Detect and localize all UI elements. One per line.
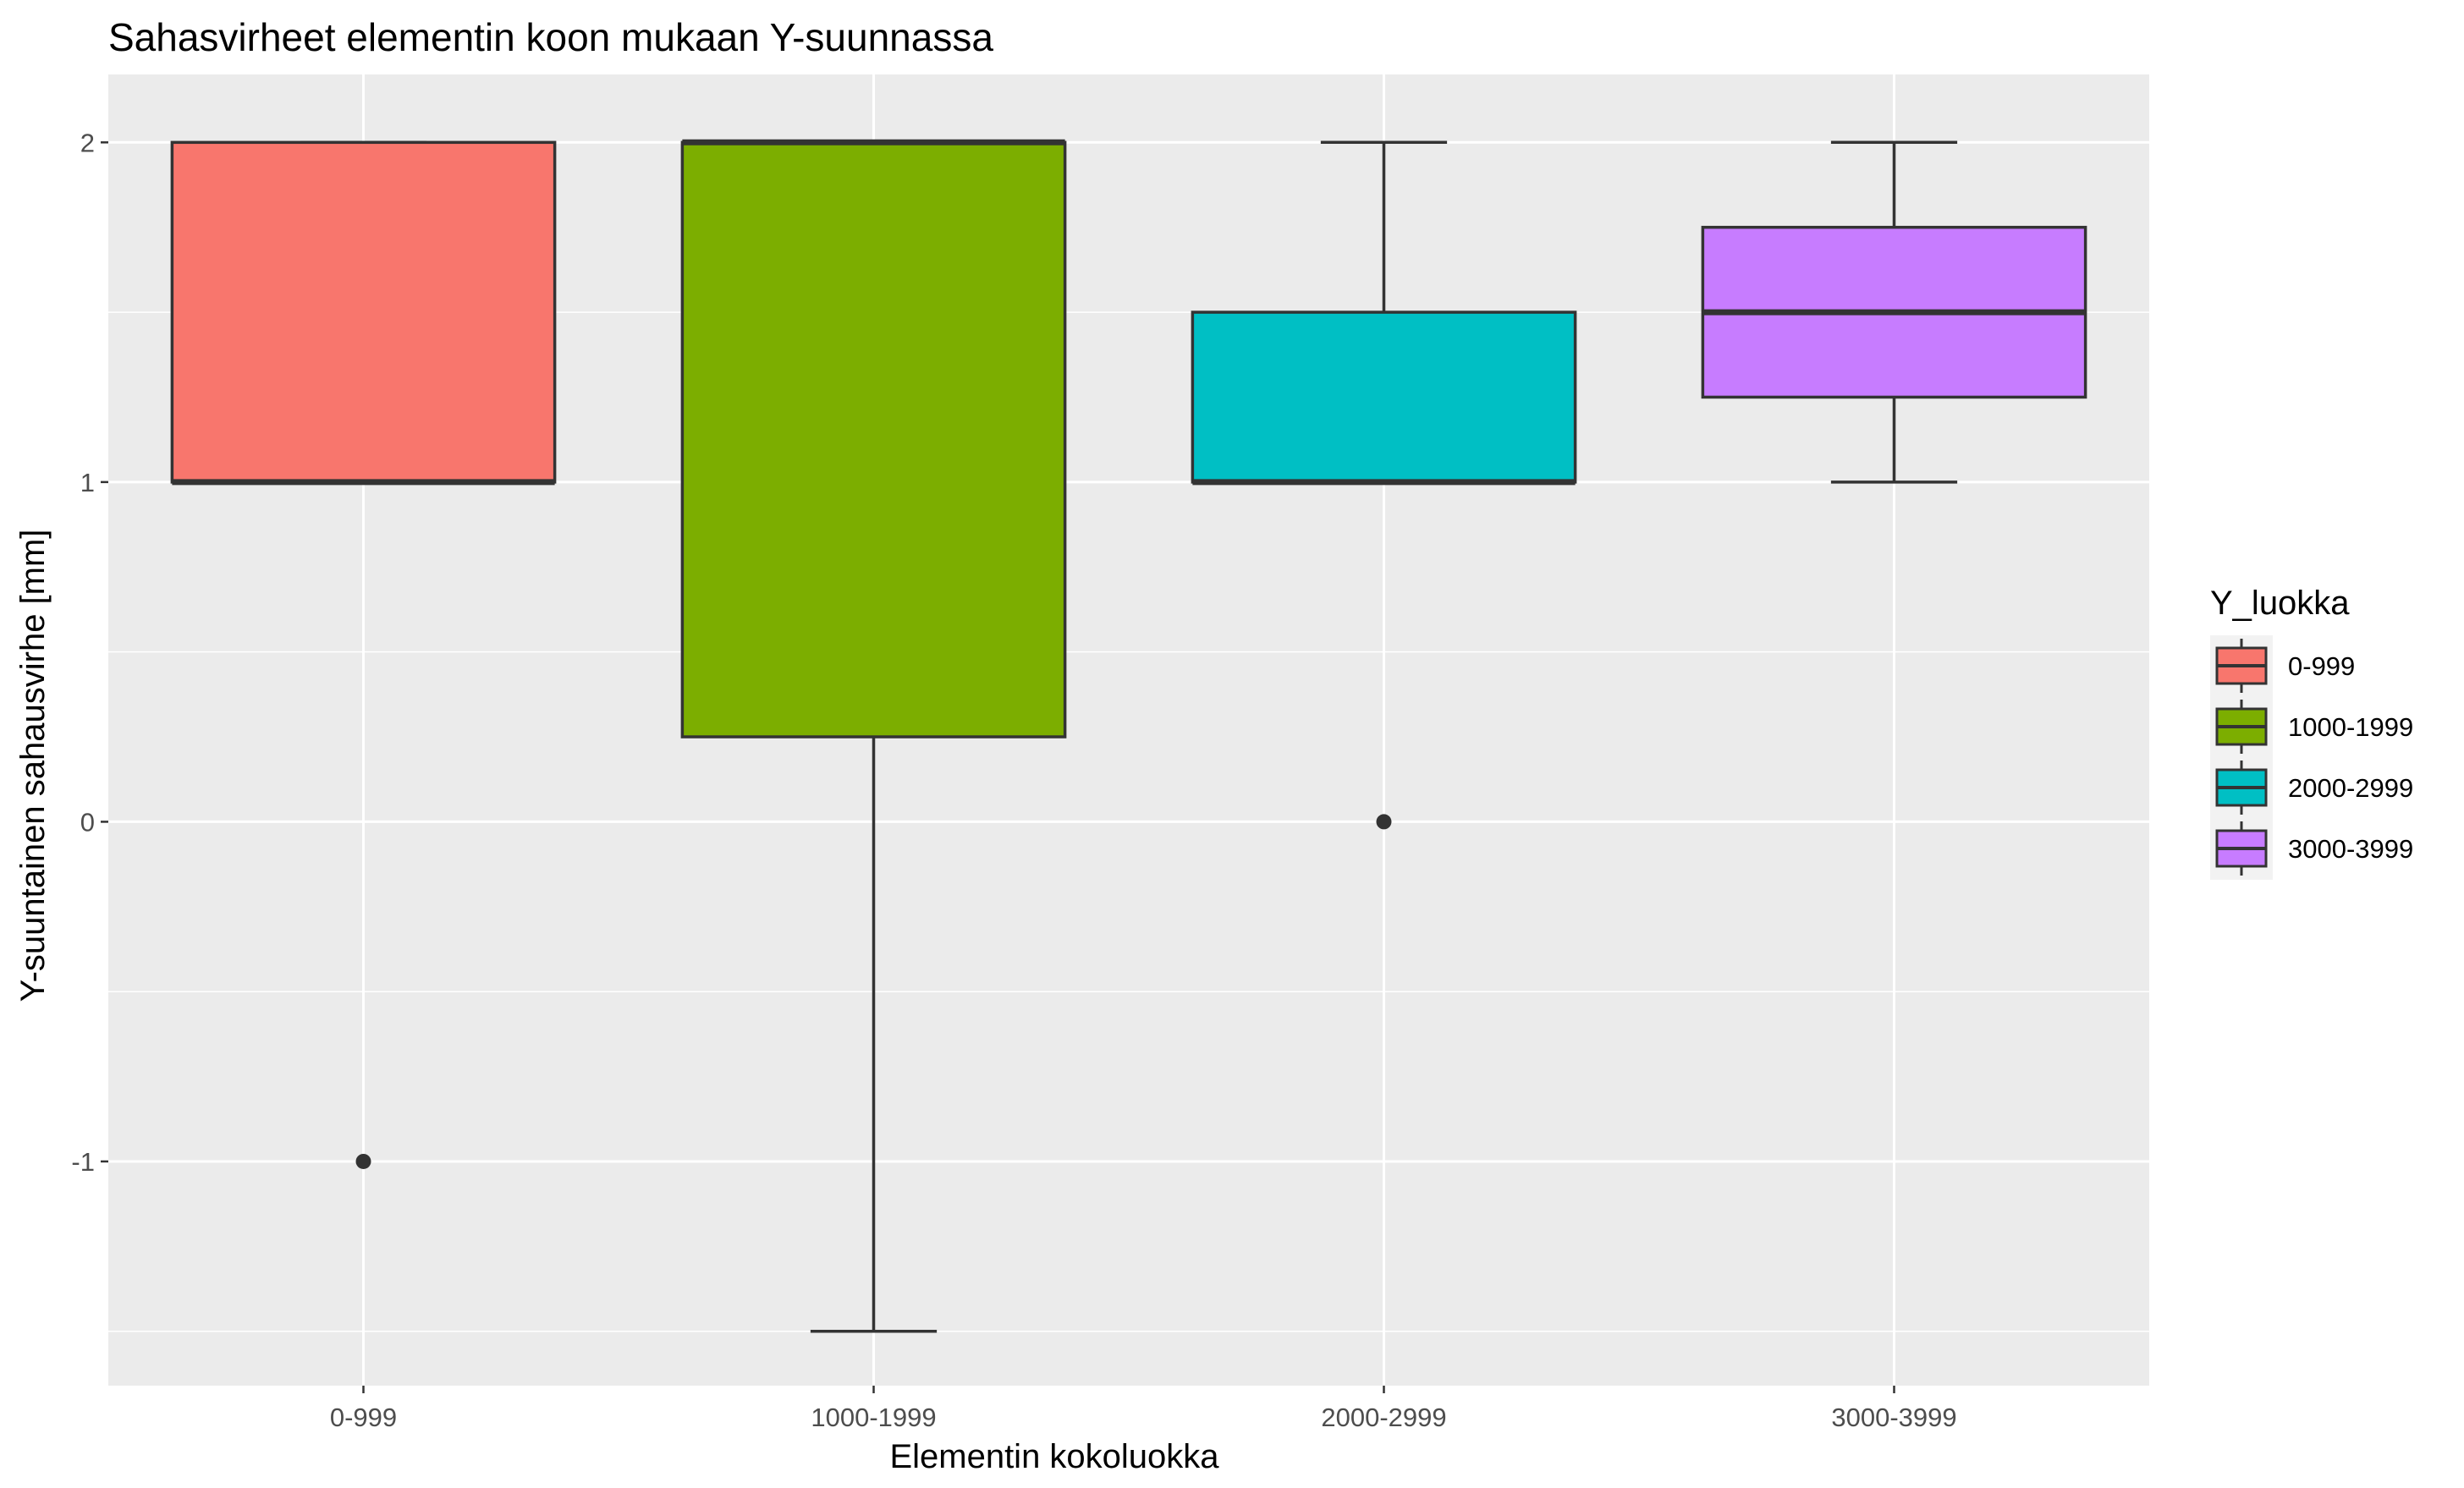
legend-label: 0-999 <box>2288 651 2355 681</box>
x-tick-label: 1000-1999 <box>811 1403 936 1432</box>
box-iqr <box>170 140 557 484</box>
legend-item-2000-2999: 2000-2999 <box>2215 760 2413 815</box>
x-axis-title: Elementin kokoluokka <box>889 1438 1219 1475</box>
x-tick-label: 0-999 <box>330 1403 397 1432</box>
box-1000-1999 <box>680 139 1067 1333</box>
chart-title: Sahasvirheet elementin koon mukaan Y-suu… <box>108 15 993 59</box>
y-axis-title: Y-suuntainen sahausvirhe [mm] <box>14 530 52 1002</box>
legend-label: 2000-2999 <box>2288 773 2413 803</box>
legend-item-1000-1999: 1000-1999 <box>2215 700 2413 754</box>
box-iqr <box>680 140 1067 739</box>
legend-label: 1000-1999 <box>2288 712 2413 742</box>
y-axis: -1 0 1 2 <box>71 128 108 1177</box>
outlier-point <box>1376 814 1392 830</box>
legend-label: 3000-3999 <box>2288 834 2413 864</box>
box-iqr <box>1191 310 1577 484</box>
boxes <box>170 139 2087 1333</box>
y-tick-label: 2 <box>80 128 95 157</box>
legend: Y_luokka 0-999 1000-1999 2000-2999 3000-399… <box>2210 585 2413 880</box>
x-tick-label: 2000-2999 <box>1321 1403 1446 1432</box>
y-tick-label: 0 <box>80 807 95 837</box>
box-0-999 <box>170 140 557 1169</box>
legend-item-3000-3999: 3000-3999 <box>2215 821 2413 876</box>
box-2000-2999 <box>1191 140 1577 830</box>
y-tick-label: -1 <box>71 1147 95 1177</box>
x-tick-label: 3000-3999 <box>1831 1403 1956 1432</box>
box-3000-3999 <box>1701 140 2087 484</box>
x-axis: 0-999 1000-1999 2000-2999 3000-3999 <box>330 1386 1957 1432</box>
legend-item-0-999: 0-999 <box>2215 639 2355 693</box>
legend-title: Y_luokka <box>2210 585 2350 622</box>
outlier-point <box>355 1153 371 1169</box>
y-tick-label: 1 <box>80 468 95 497</box>
